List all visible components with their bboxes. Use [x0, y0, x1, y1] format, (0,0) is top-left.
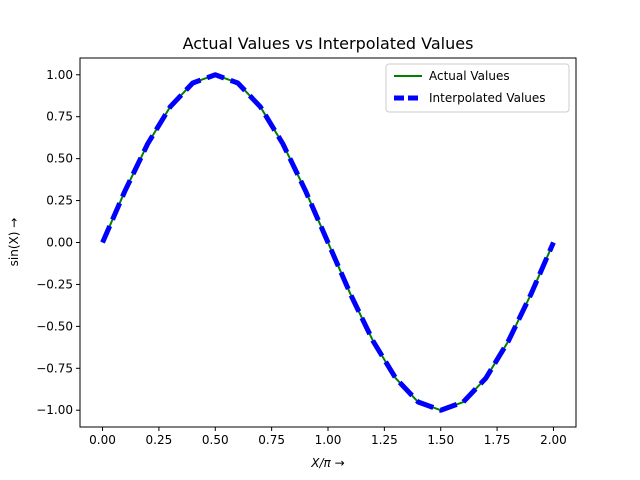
legend-box — [385, 63, 570, 113]
legend: Actual Values Interpolated Values — [385, 63, 570, 113]
y-axis-label-text: sin(X) — [7, 232, 21, 267]
x-tick-label: 0.00 — [89, 433, 116, 447]
y-tick-label: 0.50 — [46, 152, 73, 166]
y-tick-label: 1.00 — [46, 68, 73, 82]
x-axis-label-arrow: → — [335, 456, 345, 470]
x-axis-label-text: X/π — [310, 456, 331, 470]
y-axis-label-arrow: → — [7, 218, 21, 228]
x-tick-label: 1.75 — [484, 433, 511, 447]
x-tick-label: 0.25 — [146, 433, 173, 447]
x-axis-label: X/π → — [310, 456, 344, 470]
y-tick-label: 0.00 — [46, 236, 73, 250]
series-line-2 — [100, 72, 556, 413]
legend-label-1: Actual Values — [429, 69, 510, 83]
x-tick-label: 0.75 — [258, 433, 285, 447]
x-tick-label: 1.50 — [427, 433, 454, 447]
y-tick-label: −0.50 — [36, 319, 73, 333]
chart-title: Actual Values vs Interpolated Values — [183, 34, 474, 53]
y-tick-label: −0.75 — [36, 361, 73, 375]
y-tick-label: −0.25 — [36, 277, 73, 291]
plot-area — [100, 72, 556, 413]
legend-label-2: Interpolated Values — [429, 91, 546, 105]
x-tick-label: 0.50 — [202, 433, 229, 447]
x-tick-label: 1.00 — [315, 433, 342, 447]
y-axis-label: sin(X) → — [7, 218, 21, 267]
axes: 0.00 0.25 0.50 0.75 1.00 1.25 1.50 1.75 2.00 −1.0… — [36, 57, 577, 447]
x-tick-label: 2.00 — [540, 433, 567, 447]
y-tick-label: 0.75 — [46, 110, 73, 124]
y-tick-label: 0.25 — [46, 194, 73, 208]
y-tick-label: −1.00 — [36, 403, 73, 417]
x-tick-label: 1.25 — [371, 433, 398, 447]
